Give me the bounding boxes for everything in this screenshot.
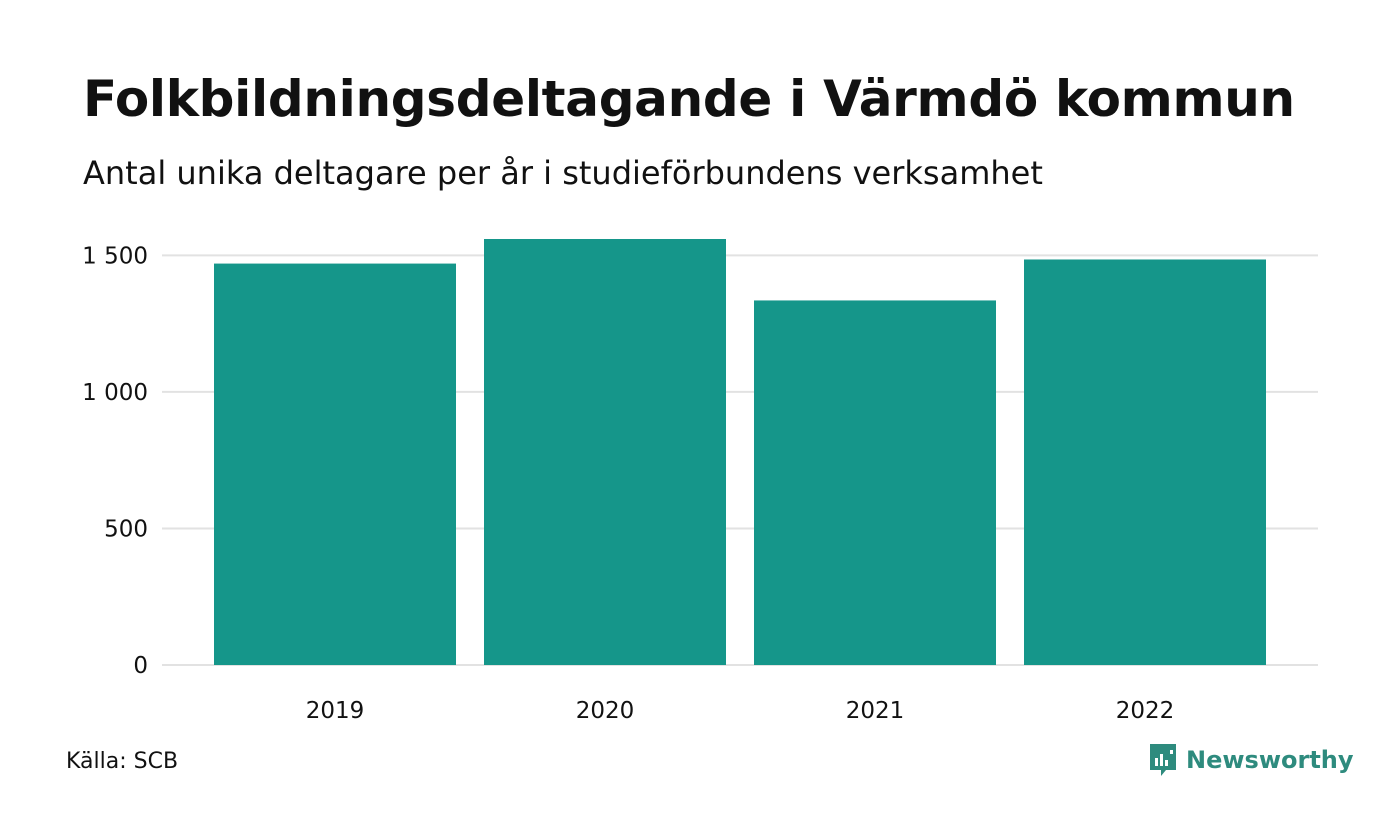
- chart-subtitle: Antal unika deltagare per år i studieför…: [83, 154, 1043, 192]
- bar: [754, 300, 996, 665]
- y-tick-label: 1 500: [82, 243, 148, 269]
- bar-chart-speech-icon: [1150, 744, 1176, 776]
- brand-logo: Newsworthy: [1148, 742, 1354, 778]
- bar: [214, 263, 456, 665]
- x-tick-label: 2021: [846, 698, 905, 724]
- y-tick-label: 500: [104, 516, 148, 542]
- x-tick-label: 2022: [1116, 698, 1175, 724]
- bar: [1024, 259, 1266, 665]
- brand-name: Newsworthy: [1186, 746, 1354, 774]
- y-tick-label: 0: [133, 653, 148, 679]
- chart-title: Folkbildningsdeltagande i Värmdö kommun: [83, 70, 1295, 128]
- y-tick-label: 1 000: [82, 380, 148, 406]
- x-tick-label: 2020: [576, 698, 635, 724]
- bar: [484, 239, 726, 665]
- x-tick-label: 2019: [306, 698, 365, 724]
- source-note: Källa: SCB: [66, 749, 179, 774]
